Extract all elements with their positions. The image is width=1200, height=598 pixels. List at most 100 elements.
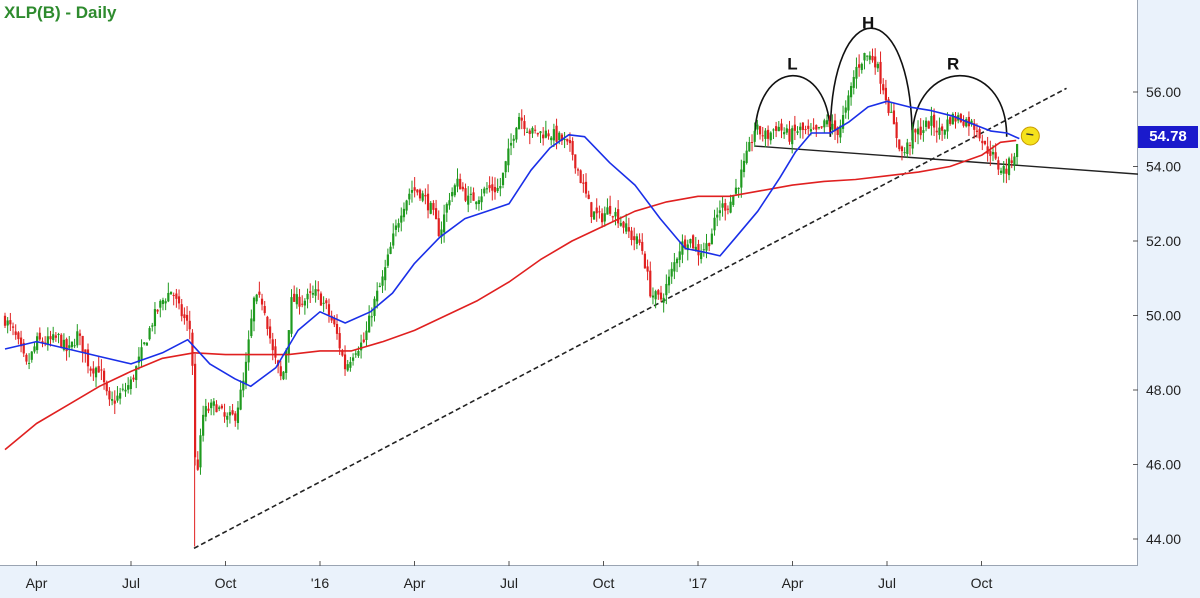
- candle-body: [413, 187, 416, 191]
- candle-body: [408, 193, 411, 200]
- candle-body: [592, 211, 596, 220]
- candle-body: [713, 217, 716, 231]
- candle-body: [338, 333, 341, 349]
- right-shoulder-arc: [911, 75, 1008, 141]
- candle-body: [633, 236, 636, 241]
- candle-body: [871, 55, 874, 61]
- candle-body: [116, 395, 119, 401]
- candle-body: [930, 115, 933, 126]
- candle-body: [769, 132, 772, 141]
- candle-body: [882, 84, 885, 91]
- candle-body: [683, 239, 687, 248]
- candle-body: [970, 120, 973, 125]
- candle-body: [1002, 166, 1005, 174]
- candle-body: [531, 127, 534, 134]
- candle-body: [343, 354, 347, 370]
- candle-body: [105, 383, 108, 392]
- candle-body: [609, 205, 612, 214]
- candle-body: [22, 342, 25, 354]
- candle-body: [65, 339, 68, 352]
- x-tick-label: Jul: [878, 575, 896, 591]
- candle-body: [900, 146, 904, 152]
- candle-body: [346, 364, 349, 371]
- candle-body: [855, 66, 858, 79]
- candle-body: [697, 244, 700, 256]
- candle-body: [903, 152, 906, 154]
- candle-body: [595, 207, 598, 214]
- x-tick-label: Apr: [782, 575, 804, 591]
- candle-body: [239, 389, 242, 410]
- candle-body: [392, 233, 395, 246]
- candle-body: [675, 258, 679, 264]
- candle-body: [459, 178, 462, 190]
- candle-body: [991, 151, 995, 155]
- candle-body: [49, 336, 52, 340]
- candle-body: [477, 200, 481, 205]
- candle-body: [563, 139, 566, 141]
- candle-body: [351, 357, 355, 361]
- candle-body: [443, 214, 446, 233]
- candle-body: [285, 350, 288, 373]
- candle-body: [119, 393, 122, 399]
- candle-body: [542, 134, 545, 139]
- candle-body: [231, 410, 234, 415]
- candle-body: [858, 64, 861, 68]
- candle-body: [922, 130, 925, 133]
- candle-body: [916, 128, 920, 135]
- candle-body: [941, 126, 944, 131]
- candle-body: [654, 291, 657, 300]
- candle-body: [766, 129, 770, 139]
- candle-body: [335, 323, 339, 334]
- candle-body: [416, 189, 419, 193]
- candle-body: [41, 341, 44, 343]
- candle-body: [322, 302, 325, 304]
- candle-body: [702, 249, 705, 251]
- candle-body: [708, 243, 711, 247]
- candle-body: [673, 262, 676, 272]
- candle-body: [625, 223, 628, 232]
- candle-body: [258, 291, 261, 295]
- candle-body: [325, 300, 328, 304]
- candle-body: [70, 341, 74, 348]
- candle-body: [252, 297, 256, 322]
- plot-layer: L H R: [3, 14, 1138, 550]
- y-tick-label: 44.00: [1146, 531, 1181, 547]
- candle-body: [102, 370, 106, 383]
- candle-body: [349, 361, 352, 368]
- candle-body: [402, 208, 406, 218]
- candle-body: [3, 315, 7, 326]
- pattern-label-L: L: [787, 55, 797, 74]
- candle-body: [501, 172, 505, 186]
- candle-body: [365, 330, 368, 340]
- candle-body: [1007, 158, 1011, 176]
- candle-body: [716, 214, 719, 218]
- candle-body: [467, 195, 470, 205]
- candle-body: [30, 351, 33, 360]
- candle-body: [876, 63, 879, 69]
- candle-body: [127, 385, 130, 390]
- candle-body: [579, 170, 582, 184]
- plot-area[interactable]: [0, 0, 1138, 566]
- candle-body: [172, 295, 175, 297]
- candle-body: [777, 126, 780, 132]
- candle-body: [448, 200, 451, 206]
- candle-body: [823, 120, 826, 128]
- candle-body: [732, 195, 735, 205]
- candle-body: [973, 123, 976, 130]
- candle-body: [137, 356, 140, 363]
- candle-body: [705, 243, 708, 251]
- candle-body: [17, 332, 20, 340]
- candle-body: [218, 407, 221, 409]
- candle-body: [397, 223, 400, 228]
- candle-body: [892, 110, 896, 125]
- x-tick-label: '16: [311, 575, 329, 591]
- candle-body: [574, 154, 577, 169]
- candle-body: [424, 194, 427, 197]
- candle-body: [376, 290, 379, 302]
- candle-body: [804, 129, 807, 131]
- candle-body: [36, 336, 39, 351]
- candle-body: [263, 305, 266, 314]
- candle-body: [710, 233, 713, 245]
- candle-body: [483, 188, 486, 194]
- candle-body: [665, 283, 668, 296]
